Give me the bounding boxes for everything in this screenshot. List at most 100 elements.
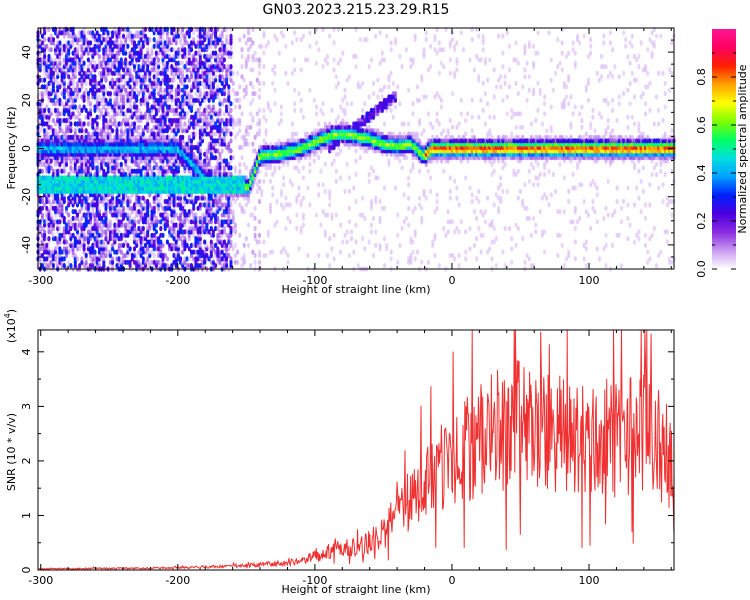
spectrogram-cell bbox=[78, 57, 82, 63]
spectrogram-cell bbox=[249, 124, 253, 130]
spectrogram-cell bbox=[332, 158, 336, 164]
spectrogram-cell bbox=[293, 87, 297, 93]
spectrogram-cell bbox=[43, 161, 47, 167]
spectrogram-cell bbox=[293, 57, 297, 63]
spectrogram-cell bbox=[56, 168, 60, 174]
spectrogram-cell bbox=[64, 97, 69, 103]
spectrogram-cell bbox=[43, 121, 47, 127]
spectrogram-cell bbox=[69, 121, 73, 127]
spectrogram-cell bbox=[75, 80, 80, 86]
spectrogram-cell bbox=[301, 222, 305, 228]
spectrogram-cell bbox=[58, 134, 62, 140]
spectrogram-cell bbox=[317, 192, 321, 198]
spectrogram-cell bbox=[293, 30, 297, 36]
spectrogram-cell bbox=[49, 67, 53, 73]
spectrogram-cell bbox=[49, 165, 53, 171]
spectrogram-cell bbox=[80, 256, 84, 262]
spectrogram-cell bbox=[56, 40, 60, 46]
spectrogram-cell bbox=[238, 104, 242, 110]
spectrogram-cell bbox=[58, 97, 62, 103]
spectrogram-cell bbox=[238, 232, 242, 238]
spectrogram-cell bbox=[301, 33, 305, 39]
spectrogram-cell bbox=[89, 47, 93, 53]
spectrogram-cell bbox=[328, 33, 332, 39]
spectrogram-cell bbox=[121, 205, 126, 211]
spectrogram-cell bbox=[89, 168, 93, 174]
spectrogram-cell bbox=[347, 219, 351, 225]
spectrogram-cell bbox=[111, 128, 115, 134]
spectrogram-cell bbox=[266, 101, 270, 107]
spectrogram-cell bbox=[299, 97, 303, 103]
spectrogram-cell bbox=[80, 242, 84, 248]
spectrogram-cell bbox=[308, 43, 312, 49]
spectrogram-cell bbox=[264, 128, 268, 134]
spectrogram-cell bbox=[222, 57, 226, 63]
spectrogram-cell bbox=[84, 212, 88, 218]
spectrogram-cell bbox=[58, 40, 62, 46]
spectrogram-cell bbox=[262, 80, 266, 86]
spectrogram-cell bbox=[128, 67, 132, 73]
spectrogram-cell bbox=[75, 47, 80, 53]
spectrogram-cell bbox=[325, 252, 330, 259]
spectrogram-cell bbox=[242, 209, 246, 215]
spectrogram-cell bbox=[246, 222, 251, 228]
spectrogram-cell bbox=[73, 94, 77, 100]
spectrogram-cell bbox=[246, 131, 251, 137]
spectrogram-cell bbox=[301, 175, 305, 181]
spectrogram-cell bbox=[89, 212, 93, 218]
spectrogram-cell bbox=[49, 212, 53, 218]
spectrogram-cell bbox=[71, 111, 75, 117]
spectrogram-cell bbox=[330, 246, 334, 252]
spectrogram-cell bbox=[67, 104, 71, 110]
spectrogram-cell bbox=[45, 175, 49, 181]
spectrogram-cell bbox=[67, 80, 71, 86]
spectrogram-cell bbox=[257, 239, 262, 245]
spectrogram-cell bbox=[56, 219, 60, 225]
spectrogram-cell bbox=[268, 107, 273, 113]
spectrogram-cell bbox=[314, 104, 319, 110]
spectrogram-cell bbox=[89, 121, 93, 127]
spectrogram-cell bbox=[89, 30, 93, 36]
spectrogram-cell bbox=[53, 67, 58, 73]
spectrogram-cell bbox=[314, 111, 319, 117]
spectrogram-cell bbox=[64, 40, 69, 46]
spectrogram-cell bbox=[51, 97, 56, 103]
spectrogram-cell bbox=[47, 37, 51, 43]
spectrogram-cell bbox=[170, 84, 174, 90]
spectrogram-cell bbox=[264, 252, 268, 259]
spectrogram-cell bbox=[75, 121, 80, 127]
spectrogram-cell bbox=[64, 107, 69, 113]
spectrogram-cell bbox=[290, 40, 294, 46]
spectrogram-cell bbox=[240, 47, 244, 53]
spectrogram-cell bbox=[75, 60, 80, 66]
spectrogram-cell bbox=[293, 107, 297, 113]
spectrogram-cell bbox=[56, 80, 60, 86]
spectrogram-cell bbox=[80, 30, 84, 36]
spectrogram-cell bbox=[339, 148, 343, 154]
spectrogram-cell bbox=[330, 212, 334, 218]
spectrogram-cell bbox=[86, 50, 90, 56]
spectrogram-cell bbox=[246, 242, 251, 248]
spectrogram-cell bbox=[73, 209, 77, 215]
spectrogram-cell bbox=[238, 128, 242, 134]
spectrogram-cell bbox=[301, 212, 305, 218]
spectrogram-cell bbox=[67, 249, 71, 255]
spectrogram-cell bbox=[91, 198, 95, 205]
spectrogram-cell bbox=[40, 33, 45, 39]
spectrogram-cell bbox=[60, 256, 64, 262]
spectrogram-cell bbox=[306, 252, 310, 259]
spectrogram-cell bbox=[47, 124, 51, 130]
spectrogram-cell bbox=[240, 111, 244, 117]
spectrogram-cell bbox=[47, 259, 51, 265]
spectrogram-cell bbox=[89, 60, 93, 66]
spectrogram-cell bbox=[339, 175, 343, 181]
spectrogram-cell bbox=[60, 91, 64, 97]
spectrogram-cell bbox=[264, 171, 268, 178]
spectrogram-cell bbox=[47, 175, 51, 181]
spectrogram-cell bbox=[119, 161, 123, 167]
spectrogram-cell bbox=[238, 117, 242, 124]
spectrogram-cell bbox=[60, 43, 64, 49]
spectrogram-cell bbox=[286, 80, 290, 86]
spectrogram-cell bbox=[257, 249, 262, 255]
spectrogram-cell bbox=[45, 114, 49, 120]
